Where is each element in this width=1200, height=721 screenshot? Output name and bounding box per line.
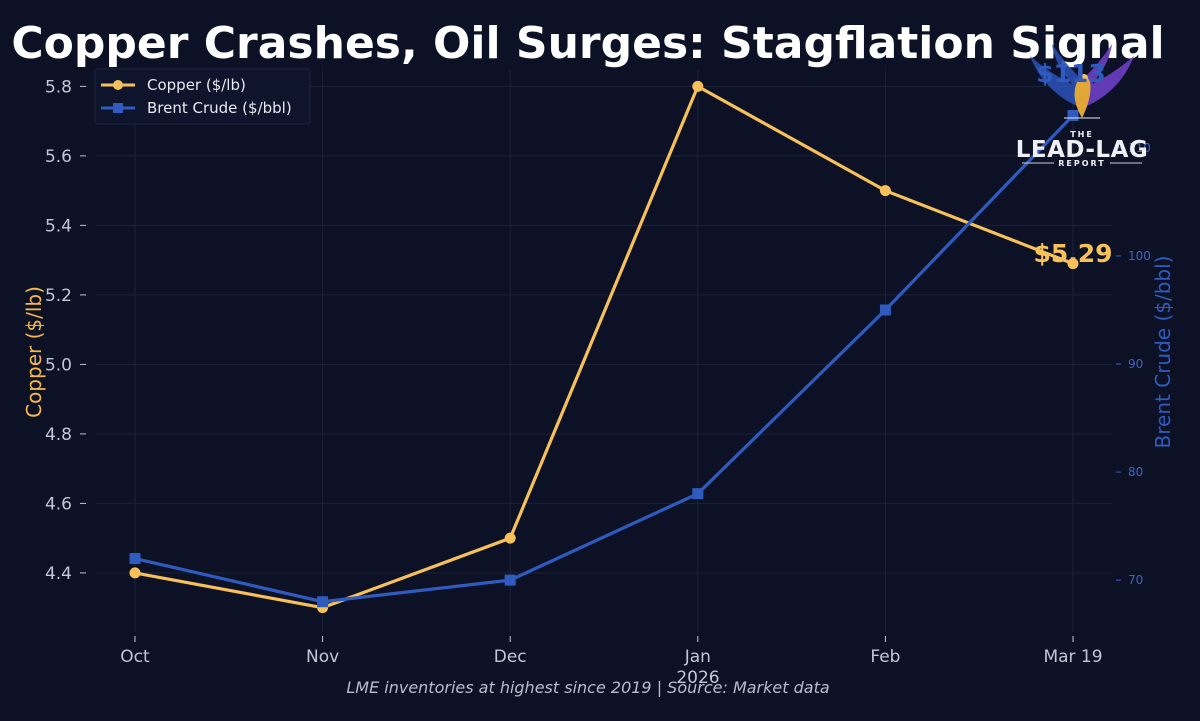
copper-point: [692, 80, 704, 92]
tick-label-right: 70: [1128, 573, 1143, 587]
logo-line1: THE: [1070, 130, 1094, 139]
copper-point: [129, 567, 141, 579]
tick-label-x: Nov: [306, 647, 339, 667]
copper-last-value-label: $5.29: [1033, 239, 1112, 268]
caption: LME inventories at highest since 2019 | …: [346, 678, 829, 697]
tick-label-left: 5.8: [45, 77, 72, 97]
left-axis-ticks: 4.4 4.6 4.8 5.0 5.2 5.4 5.6 5.8: [45, 77, 86, 584]
tick-label-left: 5.6: [45, 147, 72, 167]
tick-label-x: Mar 19: [1043, 647, 1102, 667]
tick-label-left: 4.8: [45, 425, 72, 445]
tick-label-right: 100: [1128, 249, 1151, 263]
legend-entry-copper: Copper ($/lb): [101, 76, 246, 94]
brent-point: [692, 488, 704, 500]
copper-point: [504, 532, 516, 544]
grid: [96, 69, 1112, 632]
brent-point: [879, 304, 891, 316]
tick-label-x: Dec: [494, 647, 527, 667]
tick-label-right: 90: [1128, 357, 1143, 371]
brent-line: [134, 114, 1075, 604]
brent-point: [317, 596, 329, 608]
tick-label-x: Oct: [120, 647, 150, 667]
x-axis-ticks: Oct Nov Dec Jan Feb Mar 19: [120, 636, 1103, 667]
tick-label-left: 4.4: [45, 564, 72, 584]
series-copper: [129, 80, 1079, 614]
brent-point: [1067, 109, 1079, 121]
legend-label-copper: Copper ($/lb): [147, 76, 246, 94]
tick-label-x: Feb: [870, 647, 900, 667]
y-axis-label-left: Copper ($/lb): [22, 286, 46, 418]
tick-label-left: 5.4: [45, 216, 72, 236]
x-year-label: 2026: [676, 668, 719, 688]
copper-point: [1067, 258, 1079, 270]
tick-label-left: 4.6: [45, 494, 72, 514]
phoenix-icon: [1030, 44, 1134, 119]
y-axis-label-right: Brent Crude ($/bbl): [1151, 256, 1175, 449]
tick-label-right: 80: [1128, 465, 1143, 479]
series-brent: [129, 109, 1079, 608]
tick-label-left: 5.0: [45, 355, 72, 375]
tick-label-left: 5.2: [45, 286, 72, 306]
chart-title: Copper Crashes, Oil Surges: Stagflation …: [11, 18, 1164, 69]
logo-line3: REPORT: [1058, 159, 1106, 168]
legend-entry-brent: Brent Crude ($/bbl): [101, 99, 292, 117]
legend-label-brent: Brent Crude ($/bbl): [147, 99, 292, 117]
legend: Copper ($/lb) Brent Crude ($/bbl): [94, 68, 311, 125]
brent-point: [129, 553, 141, 565]
copper-line: [134, 84, 1074, 610]
lead-lag-logo: THE LEAD-LAG REPORT: [1016, 44, 1149, 168]
tick-label-right: 110: [1128, 141, 1151, 155]
right-axis-ticks: 70 80 90 100 110: [1116, 141, 1151, 587]
tick-label-x: Jan: [684, 647, 711, 667]
copper-point: [879, 185, 891, 197]
logo-line2: LEAD-LAG: [1016, 137, 1149, 163]
brent-last-value-label: $113: [1036, 59, 1106, 88]
brent-point: [504, 574, 516, 586]
